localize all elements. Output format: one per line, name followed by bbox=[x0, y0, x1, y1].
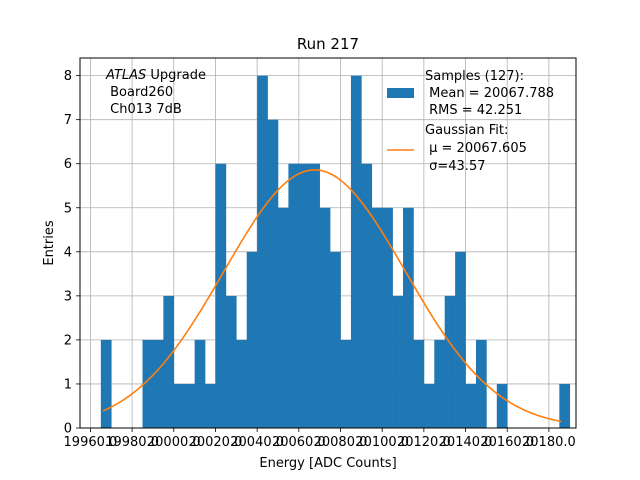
histogram-bar bbox=[267, 119, 279, 429]
histogram-bar bbox=[434, 339, 446, 428]
y-tick-label: 6 bbox=[64, 157, 72, 172]
histogram-bar bbox=[423, 383, 435, 428]
fit-layer bbox=[102, 169, 562, 423]
histogram-bar bbox=[100, 339, 112, 428]
gaussian-fit-line bbox=[102, 169, 562, 423]
histogram-bar bbox=[288, 163, 300, 428]
annotation-line-2: Board260 bbox=[106, 85, 173, 100]
annotation-line-1: ATLAS Upgrade bbox=[105, 68, 206, 83]
x-tick-label: 20100.0 bbox=[355, 435, 409, 450]
y-tick-label: 4 bbox=[64, 245, 72, 260]
x-axis-label: Energy [ADC Counts] bbox=[259, 456, 396, 471]
y-tick-label: 2 bbox=[64, 333, 72, 348]
y-tick-label: 1 bbox=[64, 377, 72, 392]
histogram-bar bbox=[403, 207, 414, 428]
histogram-bar bbox=[340, 339, 352, 428]
histogram-bar bbox=[236, 339, 248, 428]
histogram-bar bbox=[361, 163, 373, 428]
histogram-bar bbox=[559, 383, 571, 428]
histogram-bar bbox=[330, 251, 341, 428]
y-tick-label: 8 bbox=[64, 69, 72, 84]
histogram-bar bbox=[205, 383, 216, 428]
x-tick-label: 20120.0 bbox=[397, 435, 451, 450]
histogram-bar bbox=[173, 383, 185, 428]
histogram-bar bbox=[350, 75, 362, 428]
histogram-bar bbox=[184, 383, 195, 428]
bars-layer bbox=[100, 75, 571, 429]
histogram-bar bbox=[277, 207, 289, 428]
x-tick-label: 20060.0 bbox=[272, 435, 326, 450]
annotation-line-3: Ch013 7dB bbox=[106, 102, 182, 117]
histogram-bar bbox=[142, 339, 154, 428]
x-tick-label: 20140.0 bbox=[439, 435, 493, 450]
x-tick-label: 20180.0 bbox=[522, 435, 576, 450]
y-tick-label: 0 bbox=[64, 422, 72, 437]
x-tick-label: 20000.0 bbox=[147, 435, 201, 450]
y-tick-label: 5 bbox=[64, 201, 72, 216]
y-tick-label: 3 bbox=[64, 289, 72, 304]
histogram-bar bbox=[465, 383, 477, 428]
annotation-atlas: ATLAS bbox=[105, 68, 146, 83]
histogram-bar bbox=[371, 207, 383, 428]
x-tick-label: 20040.0 bbox=[230, 435, 284, 450]
histogram-bar bbox=[152, 339, 164, 428]
histogram-bar bbox=[194, 339, 206, 428]
annotation-upgrade: Upgrade bbox=[146, 68, 206, 83]
legend-histogram-swatch bbox=[387, 88, 414, 98]
histogram-bar bbox=[319, 207, 331, 428]
histogram-bar bbox=[382, 207, 393, 428]
legend-sigma-label: σ=43.57 bbox=[425, 159, 485, 174]
histogram-bar bbox=[163, 295, 175, 428]
x-axis: 19960.019980.020000.020020.020040.020060… bbox=[64, 428, 576, 450]
legend-rms-label: RMS = 42.251 bbox=[425, 103, 522, 118]
x-tick-label: 20080.0 bbox=[314, 435, 368, 450]
histogram-bar bbox=[475, 339, 487, 428]
x-tick-label: 19960.0 bbox=[64, 435, 118, 450]
x-tick-label: 20020.0 bbox=[189, 435, 243, 450]
histogram-bar bbox=[309, 163, 320, 428]
x-tick-label: 19980.0 bbox=[105, 435, 159, 450]
legend-fit-label: Gaussian Fit: bbox=[425, 123, 508, 138]
histogram-bar bbox=[225, 295, 237, 428]
y-tick-label: 7 bbox=[64, 113, 72, 128]
histogram-bar bbox=[413, 339, 425, 428]
legend-mu-label: μ = 20067.605 bbox=[425, 141, 527, 156]
histogram-bar bbox=[455, 251, 466, 428]
histogram-bar bbox=[298, 163, 310, 428]
legend-mean-label: Mean = 20067.788 bbox=[425, 86, 554, 101]
histogram-bar bbox=[246, 251, 258, 428]
histogram-bar bbox=[215, 163, 227, 428]
histogram-bar bbox=[444, 295, 456, 428]
y-axis-label: Entries bbox=[42, 220, 57, 266]
legend: Samples (127): Mean = 20067.788 RMS = 42… bbox=[387, 69, 554, 174]
histogram-bar bbox=[496, 383, 508, 428]
legend-samples-label: Samples (127): bbox=[425, 69, 524, 84]
annotation-box: ATLAS Upgrade Board260 Ch013 7dB bbox=[105, 68, 206, 117]
chart-title: Run 217 bbox=[297, 35, 359, 53]
plot-frame bbox=[79, 57, 577, 429]
histogram-bar bbox=[392, 295, 404, 428]
y-axis: 0 1 2 3 4 5 6 7 8 bbox=[64, 69, 80, 437]
x-tick-label: 20160.0 bbox=[480, 435, 534, 450]
histogram-bar bbox=[257, 75, 268, 428]
